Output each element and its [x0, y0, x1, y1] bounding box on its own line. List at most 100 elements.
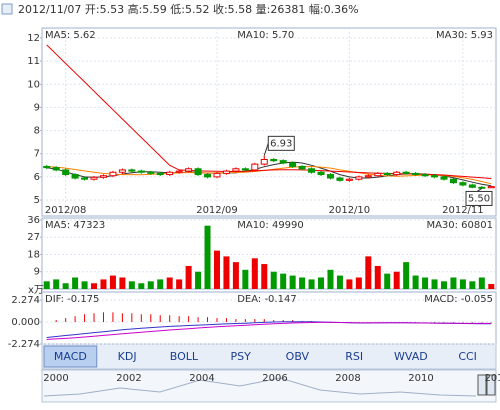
scroll-handle-left[interactable] — [477, 374, 487, 396]
candle-body — [308, 168, 316, 173]
candle-body — [393, 171, 401, 176]
candle-body — [468, 184, 476, 188]
volume-bar — [53, 279, 60, 289]
tab-button[interactable] — [43, 345, 98, 368]
tab[interactable]: OBV — [271, 346, 324, 367]
candle-body — [156, 172, 164, 176]
volume-bar — [232, 262, 239, 289]
volume-bar — [72, 277, 79, 289]
candle-body — [62, 169, 70, 176]
y-tick-label: 8 — [34, 126, 40, 137]
tab[interactable]: WVAD — [384, 346, 438, 367]
panel — [41, 27, 497, 217]
volume-bar — [261, 264, 268, 289]
tab-button[interactable] — [384, 346, 438, 367]
y-tick-label: 6 — [34, 172, 40, 183]
volume-bar — [109, 275, 116, 289]
volume-bar — [100, 279, 107, 289]
tab[interactable]: MACD — [43, 345, 98, 368]
candle-body — [412, 172, 420, 176]
volume-bar — [81, 281, 88, 289]
volume-bar — [318, 277, 325, 289]
y-tick-label: 0.000 — [11, 317, 40, 328]
tab-label[interactable]: OBV — [286, 350, 310, 363]
legend-label: MA5: 47323 — [45, 220, 105, 231]
volume-bar — [138, 283, 145, 289]
tab[interactable]: PSY — [214, 346, 267, 367]
volume-bar — [204, 225, 211, 289]
timeline-year: 2006 — [262, 373, 287, 384]
tab-label[interactable]: PSY — [230, 350, 251, 363]
tab-label[interactable]: MACD — [54, 350, 87, 363]
candle-body — [270, 159, 278, 162]
candle-body — [289, 162, 297, 167]
y-tick-label: -2.274 — [8, 339, 40, 350]
candle-body — [71, 174, 79, 179]
volume-bar — [185, 265, 192, 289]
volume-bar — [403, 262, 410, 289]
tab-label[interactable]: RSI — [345, 350, 363, 363]
candle-body — [43, 165, 51, 169]
volume-bar — [223, 256, 230, 289]
volume-bar — [440, 281, 447, 289]
volume-bar — [128, 281, 135, 289]
volume-bar — [43, 281, 50, 289]
timeline-year: 2002 — [116, 373, 141, 384]
candle-body — [449, 178, 457, 184]
tab-button[interactable] — [100, 346, 154, 367]
volume-bar — [119, 277, 126, 289]
candle-body — [90, 176, 98, 180]
tab-label[interactable]: WVAD — [394, 350, 428, 363]
timeline-year: 2004 — [189, 373, 214, 384]
legend-label: MA30: 60801 — [426, 220, 493, 231]
unit-label: x万 — [28, 285, 44, 296]
annotation-leader — [263, 143, 269, 156]
y-tick-label: 7 — [34, 149, 40, 160]
panel — [41, 217, 497, 290]
candle-body — [345, 178, 353, 181]
macd-line — [46, 321, 492, 340]
tab-button[interactable] — [214, 346, 267, 367]
tab[interactable]: BOLL — [157, 346, 211, 367]
tab-label[interactable]: BOLL — [170, 350, 199, 363]
y-tick-label: 5 — [34, 195, 40, 206]
tab-button[interactable] — [327, 346, 381, 367]
volume-bar — [393, 271, 400, 289]
candle-body — [52, 167, 60, 171]
candle-body — [137, 170, 145, 173]
tab[interactable]: RSI — [327, 346, 381, 367]
candle-body — [298, 165, 306, 170]
candle-body — [185, 168, 193, 172]
volume-bar — [422, 277, 429, 289]
tab[interactable]: CCI — [441, 346, 494, 367]
y-tick-label: 10 — [27, 79, 40, 90]
y-tick-label: 2.274 — [11, 295, 40, 306]
candle-body — [317, 171, 325, 176]
y-tick-label: 12 — [27, 33, 40, 44]
tab-button[interactable] — [441, 346, 494, 367]
candle-body — [232, 168, 240, 172]
volume-bar — [346, 279, 353, 289]
y-tick-label: 9 — [34, 102, 40, 113]
tab-label[interactable]: CCI — [458, 350, 477, 363]
tab-button[interactable] — [271, 346, 324, 367]
legend-label: MA10: 49990 — [237, 220, 304, 231]
volume-bar — [166, 277, 173, 289]
legend-label: DIF: -0.175 — [45, 294, 99, 305]
volume-bar — [459, 279, 466, 289]
tab-button[interactable] — [157, 346, 211, 367]
scroll-handle-right[interactable] — [486, 374, 496, 396]
tab[interactable]: KDJ — [100, 346, 154, 367]
annotation: 6.93 — [270, 138, 292, 149]
volume-bar — [336, 275, 343, 289]
volume-bar — [280, 273, 287, 289]
candle-body — [383, 172, 391, 176]
tab-label[interactable]: KDJ — [118, 350, 137, 363]
volume-bar — [365, 256, 372, 289]
x-tick-label: 2012/09 — [196, 205, 238, 216]
candle-body — [99, 175, 107, 178]
candle-body — [222, 170, 230, 174]
timeline-year: 2008 — [335, 373, 360, 384]
header-icon — [1, 3, 13, 15]
